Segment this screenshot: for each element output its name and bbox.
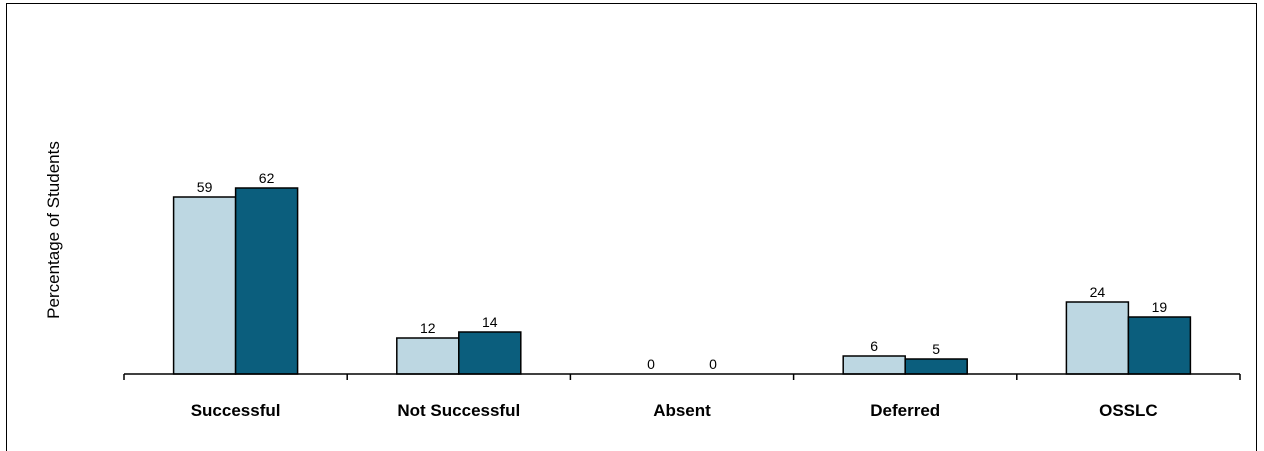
data-label-deferred-series-2: 5 <box>932 341 940 357</box>
data-label-absent-series-1: 0 <box>647 356 655 372</box>
bar-deferred-series-2 <box>904 358 968 375</box>
bar-successful-series-1 <box>172 196 237 375</box>
bar-successful-series-2 <box>234 187 299 375</box>
data-label-deferred-series-1: 6 <box>870 338 878 354</box>
data-label-absent-series-2: 0 <box>709 356 717 372</box>
x-tick-label-osslc: OSSLC <box>1099 401 1158 420</box>
data-label-successful-series-2: 62 <box>259 170 275 186</box>
x-tick-label-not-successful: Not Successful <box>397 401 520 420</box>
bar-not-successful-series-1 <box>396 337 460 375</box>
x-axis-tick-labels: Successful Not Successful Absent Deferred OS… <box>191 401 1158 420</box>
y-axis-label: Percentage of Students <box>44 141 63 319</box>
bar-osslc-series-2 <box>1127 316 1192 375</box>
data-label-not-successful-series-2: 14 <box>482 314 498 330</box>
data-label-osslc-series-1: 24 <box>1090 284 1106 300</box>
bar-not-successful-series-2 <box>458 331 522 375</box>
chart-frame <box>6 3 1257 451</box>
x-axis-ticks <box>123 374 1241 380</box>
data-label-osslc-series-2: 19 <box>1152 299 1168 315</box>
x-tick-label-successful: Successful <box>191 401 281 420</box>
bars-group <box>172 187 1192 375</box>
data-label-not-successful-series-1: 12 <box>420 320 436 336</box>
bar-deferred-series-1 <box>842 355 906 375</box>
x-tick-label-deferred: Deferred <box>870 401 940 420</box>
data-labels-group: 59 62 12 14 0 0 6 5 24 19 <box>197 170 1168 372</box>
bar-osslc-series-1 <box>1065 301 1130 375</box>
x-tick-label-absent: Absent <box>653 401 711 420</box>
data-label-successful-series-1: 59 <box>197 179 213 195</box>
